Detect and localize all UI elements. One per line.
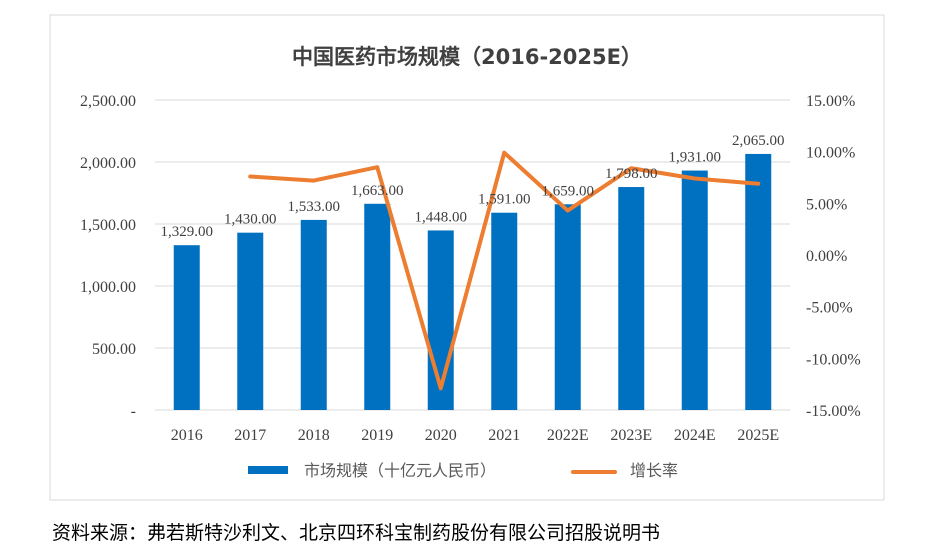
right-tick-label: -10.00%	[806, 351, 861, 368]
bar-data-label: 1,533.00	[288, 199, 341, 215]
bar	[427, 230, 454, 410]
bar	[554, 204, 581, 410]
bar	[491, 212, 518, 410]
right-tick-label: 15.00%	[806, 93, 855, 110]
left-tick-label: -	[131, 403, 136, 420]
chart-title: 中国医药市场规模（2016-2025E）	[292, 45, 642, 69]
legend-line-label: 增长率	[630, 461, 678, 480]
right-tick-label: -15.00%	[806, 403, 861, 420]
x-tick-label: 2017	[234, 427, 266, 444]
bar-data-label: 1,663.00	[351, 183, 404, 199]
bar-data-label: 1,931.00	[669, 150, 722, 166]
bar	[618, 187, 645, 410]
bar	[364, 203, 391, 410]
x-tick-label: 2021	[488, 427, 520, 444]
bar	[681, 170, 708, 410]
bar-data-label: 1,659.00	[542, 183, 595, 199]
left-tick-label: 2,000.00	[80, 155, 136, 172]
bar-data-label: 1,591.00	[478, 192, 531, 208]
x-tick-label: 2020	[425, 427, 457, 444]
legend-bar-label: 市场规模（十亿元人民币）	[304, 461, 496, 480]
right-tick-label: -5.00%	[806, 300, 853, 317]
right-tick-label: 0.00%	[806, 248, 847, 265]
left-tick-label: 2,500.00	[80, 93, 136, 110]
bar	[237, 232, 264, 410]
bar-data-label: 1,430.00	[224, 212, 277, 228]
bar-data-label: 1,329.00	[161, 224, 214, 240]
left-tick-label: 500.00	[92, 341, 136, 358]
bar	[300, 219, 327, 410]
bar	[173, 245, 200, 410]
legend-bar-swatch	[248, 466, 288, 474]
x-tick-label: 2023E	[610, 427, 652, 444]
bar-data-label: 2,065.00	[732, 133, 785, 149]
bar	[745, 153, 772, 410]
left-tick-label: 1,500.00	[80, 217, 136, 234]
right-tick-label: 10.00%	[806, 145, 855, 162]
x-tick-label: 2024E	[674, 427, 716, 444]
x-tick-label: 2018	[298, 427, 330, 444]
x-tick-label: 2022E	[547, 427, 589, 444]
left-tick-label: 1,000.00	[80, 279, 136, 296]
x-tick-label: 2016	[171, 427, 203, 444]
x-tick-label: 2019	[361, 427, 393, 444]
x-tick-label: 2025E	[737, 427, 779, 444]
source-note: 资料来源：弗若斯特沙利文、北京四环科宝制药股份有限公司招股说明书	[52, 522, 661, 544]
bar-data-label: 1,448.00	[415, 209, 468, 225]
bar-data-label: 1,798.00	[605, 166, 658, 182]
right-tick-label: 5.00%	[806, 196, 847, 213]
